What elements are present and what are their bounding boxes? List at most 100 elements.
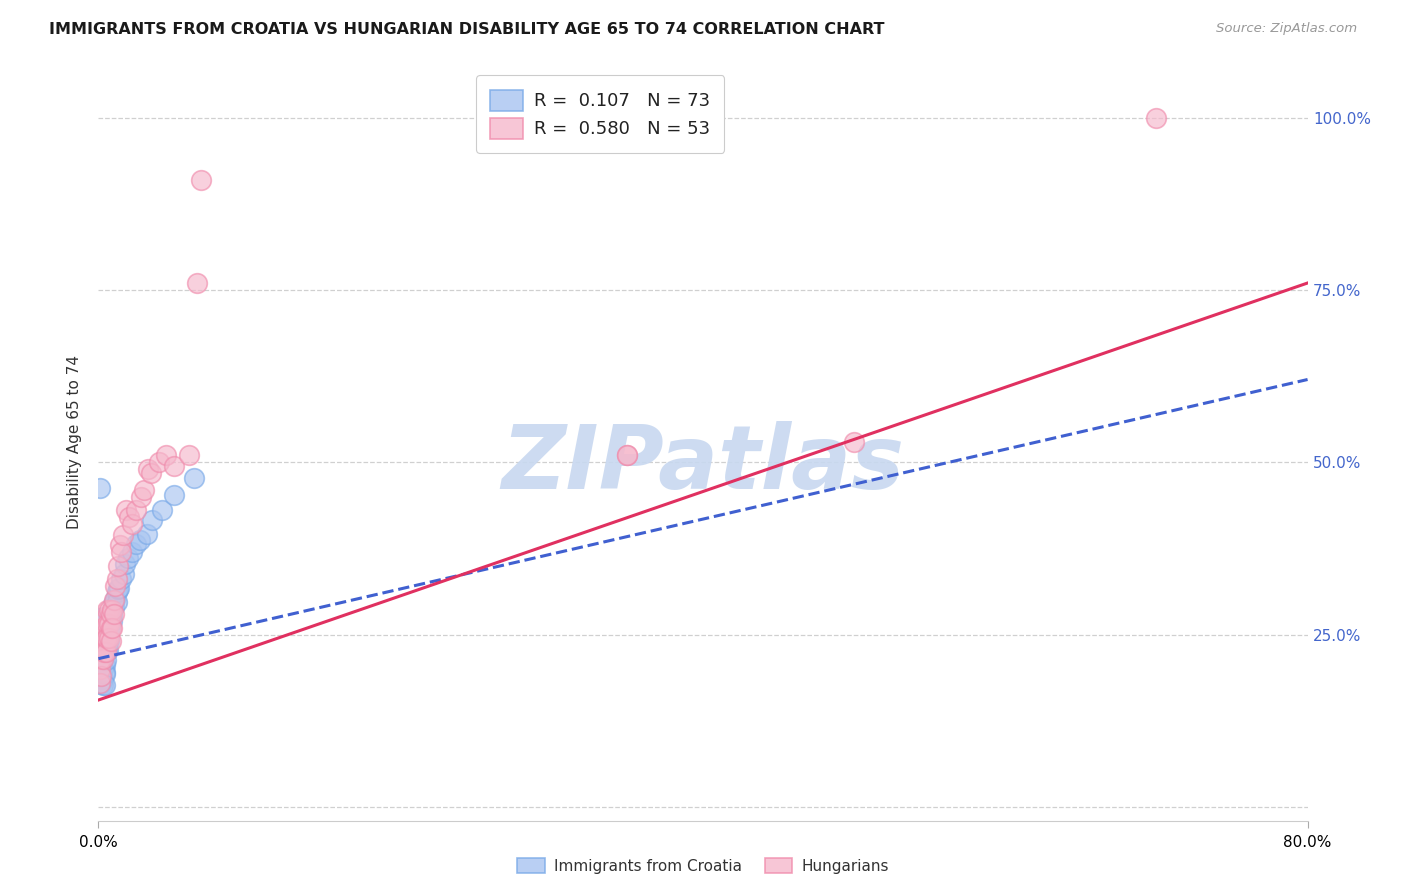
Point <box>105 595 128 609</box>
Point <box>118 510 141 524</box>
Point <box>94 653 117 667</box>
Point <box>90 677 112 691</box>
Point <box>93 645 115 659</box>
Point <box>90 651 112 665</box>
Point <box>93 621 115 635</box>
Point <box>96 644 118 658</box>
Point <box>129 490 152 504</box>
Point <box>141 513 163 527</box>
Point <box>110 572 132 586</box>
Point <box>150 503 173 517</box>
Point <box>94 609 117 624</box>
Point <box>91 610 114 624</box>
Point <box>112 566 135 581</box>
Point <box>104 591 127 606</box>
Point <box>97 642 120 657</box>
Point <box>104 579 127 593</box>
Point <box>616 448 638 462</box>
Point <box>96 632 118 646</box>
Point <box>93 634 115 648</box>
Point <box>98 633 121 648</box>
Point <box>93 666 115 681</box>
Point <box>91 628 114 642</box>
Point <box>89 481 111 495</box>
Point <box>844 434 866 449</box>
Point <box>94 631 117 645</box>
Point <box>141 466 163 480</box>
Point <box>89 657 111 671</box>
Point <box>91 652 114 666</box>
Point <box>90 628 112 642</box>
Point <box>100 616 122 631</box>
Point <box>103 599 125 614</box>
Point <box>101 598 124 612</box>
Y-axis label: Disability Age 65 to 74: Disability Age 65 to 74 <box>67 354 83 529</box>
Point <box>125 503 148 517</box>
Point <box>136 462 159 476</box>
Point <box>100 621 122 635</box>
Point <box>90 657 112 672</box>
Point <box>90 650 112 665</box>
Point <box>93 644 115 658</box>
Point <box>163 488 186 502</box>
Legend: Immigrants from Croatia, Hungarians: Immigrants from Croatia, Hungarians <box>510 852 896 880</box>
Point <box>163 458 186 473</box>
Point <box>90 649 112 664</box>
Point <box>616 448 638 462</box>
Point <box>97 625 120 640</box>
Point <box>93 639 115 653</box>
Point <box>186 276 208 290</box>
Point <box>93 640 115 655</box>
Point <box>125 537 148 551</box>
Point <box>94 665 117 679</box>
Point <box>91 621 114 635</box>
Point <box>105 573 128 587</box>
Point <box>97 619 120 633</box>
Point <box>91 618 114 632</box>
Point <box>94 645 117 659</box>
Point <box>94 629 117 643</box>
Point <box>90 668 112 682</box>
Point <box>96 617 118 632</box>
Point <box>91 672 114 686</box>
Legend: R =  0.107   N = 73, R =  0.580   N = 53: R = 0.107 N = 73, R = 0.580 N = 53 <box>477 75 724 153</box>
Point <box>96 631 118 645</box>
Point <box>90 664 112 678</box>
Point <box>96 636 118 650</box>
Point <box>91 641 114 656</box>
Point <box>108 581 131 595</box>
Point <box>98 621 121 635</box>
Point <box>89 675 111 690</box>
Point <box>96 619 118 633</box>
Point <box>91 648 114 663</box>
Point <box>89 648 111 662</box>
Point <box>93 631 115 645</box>
Point <box>155 448 177 462</box>
Point <box>98 631 121 645</box>
Point <box>114 558 136 572</box>
Text: IMMIGRANTS FROM CROATIA VS HUNGARIAN DISABILITY AGE 65 TO 74 CORRELATION CHART: IMMIGRANTS FROM CROATIA VS HUNGARIAN DIS… <box>49 22 884 37</box>
Point <box>94 610 117 624</box>
Point <box>1144 111 1167 125</box>
Point <box>91 651 114 665</box>
Point <box>90 664 112 678</box>
Point <box>107 558 129 573</box>
Point <box>90 634 112 648</box>
Point <box>108 538 131 552</box>
Point <box>91 631 114 645</box>
Text: Source: ZipAtlas.com: Source: ZipAtlas.com <box>1216 22 1357 36</box>
Point <box>90 630 112 644</box>
Point <box>100 607 122 621</box>
Point <box>101 603 124 617</box>
Point <box>101 614 124 628</box>
Point <box>107 582 129 596</box>
Point <box>98 613 121 627</box>
Point <box>132 483 155 497</box>
Point <box>111 527 134 541</box>
Point <box>97 614 120 628</box>
Point <box>98 617 121 632</box>
Point <box>114 503 136 517</box>
Point <box>129 533 152 548</box>
Point <box>121 517 143 532</box>
Point <box>117 550 139 565</box>
